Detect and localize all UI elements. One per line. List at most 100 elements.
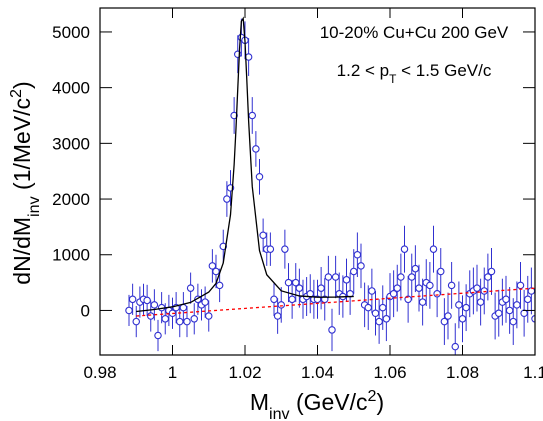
label-part: dN/dM: [9, 217, 35, 285]
x-axis-label: Minv (GeV/c2): [250, 387, 384, 421]
data-point: [407, 273, 416, 281]
data-point: [324, 273, 333, 281]
data-point: [128, 295, 137, 304]
data-point: [284, 278, 293, 287]
data-point: [473, 284, 481, 292]
data-point: [208, 262, 217, 270]
data-point: [255, 173, 264, 181]
data-point: [415, 284, 423, 292]
data-point: [252, 145, 260, 153]
label-part: inv: [269, 405, 290, 421]
data-point: [436, 267, 445, 276]
annotation: 10-20% Cu+Cu 200 GeV: [320, 23, 509, 42]
label-part: 2: [368, 387, 377, 405]
data-point: [382, 315, 391, 323]
data-point: [176, 317, 184, 326]
label-part: M: [250, 389, 269, 415]
data-point: [451, 342, 459, 351]
data-point: [520, 309, 528, 317]
fit-curve: [136, 16, 354, 313]
data-point: [125, 306, 133, 315]
data-point: [349, 267, 358, 276]
data-point: [150, 301, 159, 309]
label-part: ): [9, 81, 35, 89]
data-point: [273, 312, 282, 320]
label-part: 10-20% Cu+Cu 200 GeV: [320, 23, 509, 42]
y-tick-label: 0: [81, 301, 90, 320]
data-point: [426, 281, 434, 290]
data-point: [371, 309, 380, 317]
data-point: [248, 111, 257, 120]
y-tick-label: 3000: [52, 134, 90, 153]
background-fit: [136, 287, 535, 317]
data-point: [266, 245, 275, 253]
data-point: [513, 301, 521, 309]
data-point: [291, 278, 300, 287]
data-point: [487, 267, 496, 276]
data-point: [223, 195, 231, 203]
data-point: [447, 281, 456, 290]
data-point: [270, 295, 278, 304]
data-point: [317, 284, 325, 292]
data-point: [288, 295, 296, 304]
y-axis-label: dN/dMinv (1/MeV/c2): [7, 81, 43, 284]
label-part: 1.2 < p: [337, 61, 389, 80]
data-point: [429, 245, 438, 253]
data-point: [201, 298, 209, 306]
data-point: [147, 312, 155, 320]
x-tick-label: 1.1: [523, 363, 543, 382]
data-point: [154, 331, 162, 340]
data-point: [277, 301, 285, 309]
x-tick-label: 0.98: [83, 363, 116, 382]
data-point: [230, 111, 238, 120]
data-point: [400, 245, 409, 253]
data-point: [357, 262, 365, 270]
data-point: [440, 317, 449, 326]
label-part: inv: [25, 196, 43, 217]
data-point: [494, 309, 503, 317]
label-part: (GeV/c: [290, 389, 368, 415]
data-point: [389, 289, 398, 298]
data-point: [190, 315, 199, 323]
data-point: [353, 250, 362, 259]
data-point: [509, 317, 517, 326]
label-part: ): [377, 389, 385, 415]
data-point: [143, 296, 151, 305]
x-tick-label: 1.04: [301, 363, 334, 382]
data-point: [411, 264, 420, 273]
y-tick-label: 5000: [52, 23, 90, 42]
data-point: [393, 284, 401, 292]
x-tick-label: 1.06: [373, 363, 406, 382]
data-point: [328, 326, 336, 334]
data-point: [458, 315, 467, 323]
data-point: [183, 317, 191, 326]
data-point: [212, 267, 220, 276]
x-tick-label: 1.08: [446, 363, 479, 382]
data-point: [444, 312, 452, 320]
data-point: [179, 303, 188, 312]
data-point: [215, 281, 224, 290]
data-point: [418, 298, 427, 306]
data-point: [455, 301, 463, 309]
data-point: [375, 317, 383, 326]
data-point: [397, 273, 405, 281]
data-point: [342, 276, 351, 284]
label-part: < 1.5 GeV/c: [396, 61, 491, 80]
label-part: 2: [7, 89, 25, 98]
label-part: (1/MeV/c: [9, 98, 35, 196]
data-point: [205, 312, 213, 320]
data-point: [295, 284, 304, 292]
data-point: [259, 231, 267, 239]
data-point: [161, 315, 170, 323]
data-point: [462, 303, 470, 312]
data-point: [480, 287, 488, 295]
data-point: [378, 303, 387, 312]
data-point: [502, 295, 510, 304]
x-tick-label: 1.02: [228, 363, 261, 382]
y-tick-label: 4000: [52, 79, 90, 98]
data-point: [476, 298, 485, 306]
data-point: [281, 245, 289, 253]
data-point: [368, 287, 376, 295]
data-point: [484, 273, 492, 281]
